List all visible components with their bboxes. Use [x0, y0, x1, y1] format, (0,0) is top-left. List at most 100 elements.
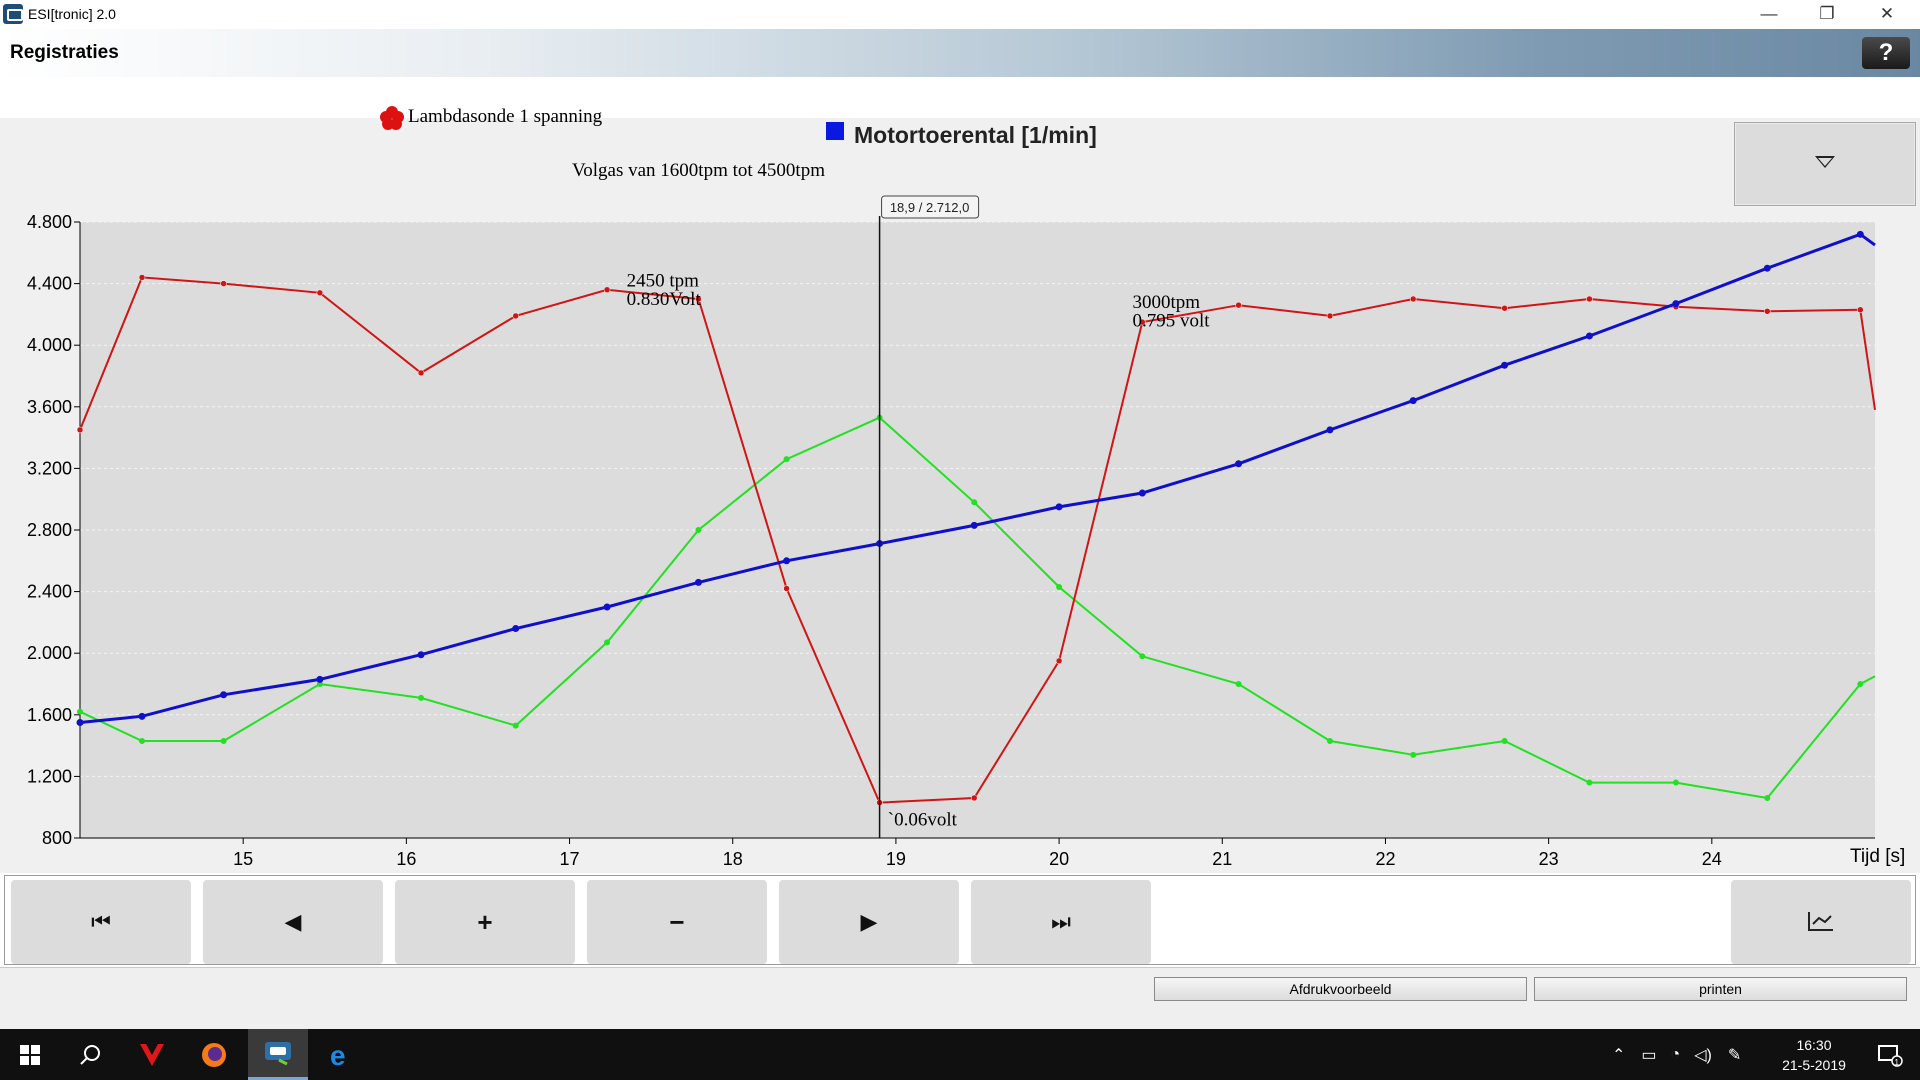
series-line-1 — [79, 276, 1876, 804]
firefox-icon — [202, 1042, 226, 1067]
x-tick-label: 24 — [1702, 849, 1722, 869]
taskbar-clock[interactable]: 16:30 21-5-2019 — [1768, 1035, 1860, 1075]
chevron-down-icon — [1815, 156, 1835, 168]
notifications-icon: 1 — [1878, 1044, 1903, 1067]
action-center-button[interactable]: 1 — [1860, 1029, 1920, 1080]
legend-rpm-label: Motortoerental [1/min] — [854, 122, 1097, 148]
firefox-taskbar-button[interactable] — [184, 1029, 244, 1080]
zoom-out-button[interactable]: − — [587, 880, 767, 964]
series-point-1 — [1586, 295, 1593, 303]
series-point-1 — [417, 369, 425, 377]
series-point-0 — [1409, 397, 1417, 405]
restore-button[interactable]: ❐ — [1819, 4, 1835, 23]
y-tick-label: 4.800 — [27, 212, 72, 232]
start-button[interactable] — [0, 1029, 60, 1080]
battery-icon[interactable]: ▭ — [1641, 1046, 1657, 1064]
series-line-0 — [79, 232, 1876, 724]
series-point-1 — [1326, 312, 1334, 320]
close-button[interactable]: ✕ — [1879, 4, 1895, 23]
series-point-0 — [76, 719, 84, 726]
vivaldi-taskbar-button[interactable] — [122, 1029, 182, 1080]
x-tick-label: 19 — [886, 849, 906, 869]
series-point-0 — [1672, 300, 1680, 308]
x-axis-label: Tijd [s] — [1850, 846, 1905, 867]
chart-export-icon — [1808, 912, 1833, 931]
series-point-0 — [783, 557, 791, 565]
series-point-1 — [316, 289, 324, 297]
x-tick-label: 22 — [1375, 849, 1395, 869]
y-tick-label: 3.200 — [27, 458, 72, 478]
series-point-2 — [220, 737, 227, 744]
zoom-in-button[interactable]: + — [395, 880, 575, 964]
minimize-button[interactable]: — — [1760, 4, 1778, 23]
edge-taskbar-button[interactable]: e — [310, 1029, 370, 1080]
series-point-2 — [1586, 779, 1593, 786]
esi-taskbar-button[interactable] — [248, 1029, 308, 1080]
series-point-2 — [1764, 794, 1771, 801]
series-point-0 — [970, 521, 978, 529]
series-point-2 — [77, 708, 83, 715]
series-point-1 — [1409, 295, 1417, 303]
page-header: Registraties ? — [0, 29, 1920, 77]
series-point-1 — [695, 295, 702, 303]
series-point-1 — [76, 426, 84, 434]
header-spacer — [0, 77, 1920, 118]
legend-rpm[interactable]: Motortoerental [1/min] — [826, 122, 1097, 148]
esi-car-icon — [265, 1042, 291, 1066]
legend-lambda[interactable]: Lambdasonde 1 spanning — [380, 106, 603, 130]
cursor-readout-box — [881, 195, 980, 219]
chart-options-dropdown[interactable] — [1734, 122, 1916, 206]
series-point-0 — [603, 603, 611, 611]
lambda-flower-icon — [380, 106, 404, 130]
series-point-2 — [139, 737, 146, 744]
series-point-2 — [512, 722, 519, 729]
help-button[interactable]: ? — [1862, 37, 1910, 69]
chevron-up-icon[interactable]: ⌃ — [1612, 1046, 1626, 1064]
recording-chart[interactable]: 800 1.200 1.600 2.000 2.400 2.800 3.200 3.600 4.… — [0, 0, 1920, 880]
cursor-layer[interactable]: 18,9 / 2.712,0 — [878, 195, 980, 838]
series-point-0 — [1235, 460, 1243, 468]
x-tick-label: 17 — [560, 849, 580, 869]
series-point-2 — [1501, 737, 1508, 744]
series-point-2 — [783, 456, 790, 463]
next-button[interactable]: ▶ — [779, 880, 959, 964]
series-point-0 — [694, 578, 702, 586]
chart-annotation: 0.830Volt — [627, 289, 702, 310]
first-button[interactable]: ⏮ — [11, 880, 191, 964]
y-tick-label: 3.600 — [27, 397, 72, 417]
print-button[interactable]: printen — [1534, 977, 1907, 1001]
vivaldi-icon — [140, 1043, 164, 1066]
y-tick-label: 4.000 — [27, 335, 72, 355]
series-point-1 — [1139, 318, 1146, 326]
print-preview-button[interactable]: Afdrukvoorbeeld — [1154, 977, 1527, 1001]
series-point-2 — [1056, 583, 1063, 590]
series-point-0 — [417, 651, 425, 659]
series-point-1 — [1235, 301, 1242, 309]
search-icon — [80, 1044, 100, 1065]
prev-button[interactable]: ◀ — [203, 880, 383, 964]
y-tick-label: 2.800 — [27, 520, 72, 540]
search-button[interactable] — [60, 1029, 120, 1080]
series-point-0 — [220, 691, 228, 699]
series-point-0 — [1326, 426, 1334, 434]
series-point-1 — [1055, 657, 1063, 665]
wifi-icon[interactable]: ◔ — [1670, 1045, 1681, 1063]
chart-annotation: `0.06volt — [888, 810, 958, 831]
esi-app-icon — [3, 4, 23, 24]
page-title: Registraties — [10, 42, 119, 63]
series-point-2 — [695, 527, 702, 533]
x-tick-label: 20 — [1049, 849, 1069, 869]
rpm-square-icon — [826, 122, 844, 140]
last-button[interactable]: ⏭ — [971, 880, 1151, 964]
series-point-0 — [1055, 503, 1063, 511]
notification-count: 1 — [1895, 1058, 1900, 1067]
series-point-1 — [1764, 308, 1771, 315]
chart-subtitle: Volgas van 1600tpm tot 4500tpm — [572, 160, 825, 181]
series-point-2 — [1410, 751, 1417, 758]
chart-export-button[interactable] — [1731, 880, 1911, 964]
series-point-1 — [220, 280, 227, 287]
pen-icon[interactable]: ✎ — [1727, 1046, 1742, 1064]
volume-icon[interactable]: ◁) — [1694, 1046, 1712, 1064]
y-tick-label: 1.600 — [27, 705, 72, 725]
series-point-2 — [1326, 737, 1333, 744]
